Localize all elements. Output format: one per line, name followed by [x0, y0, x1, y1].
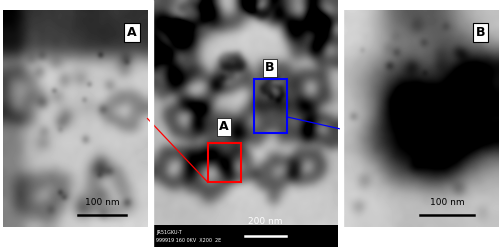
Text: JR51GKU-T: JR51GKU-T: [156, 230, 182, 235]
Text: 999919 160 0KV  X200  2E: 999919 160 0KV X200 2E: [156, 238, 222, 243]
Text: A: A: [127, 26, 137, 39]
Text: A: A: [219, 120, 229, 133]
Bar: [254, 79, 286, 133]
Bar: [152, 225, 338, 247]
Bar: [208, 143, 240, 182]
Text: B: B: [265, 61, 275, 74]
Text: 100 nm: 100 nm: [430, 198, 464, 207]
Text: 200 nm: 200 nm: [248, 217, 282, 226]
Text: 100 nm: 100 nm: [84, 198, 119, 207]
Text: B: B: [476, 26, 486, 39]
